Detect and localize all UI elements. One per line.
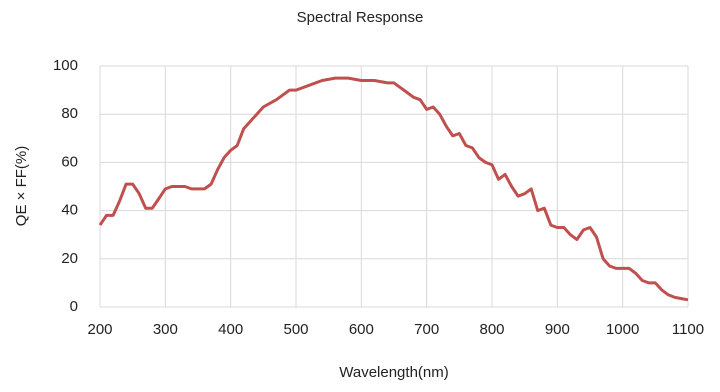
x-axis-label: Wavelength(nm): [339, 364, 448, 381]
x-tick-label: 400: [218, 321, 243, 338]
y-axis-label: QE × FF(%): [13, 146, 30, 226]
x-tick-label: 800: [479, 321, 504, 338]
y-tick-label: 100: [53, 57, 78, 74]
x-tick-label: 1100: [672, 321, 704, 338]
x-tick-label: 500: [283, 321, 308, 338]
chart-title: Spectral Response: [297, 9, 424, 26]
x-tick-label: 600: [349, 321, 374, 338]
x-tick-label: 1000: [606, 321, 639, 338]
data-line: [98, 76, 689, 302]
x-tick-label: 900: [545, 321, 570, 338]
y-tick-label: 0: [70, 298, 78, 315]
x-tick-label: 700: [414, 321, 439, 338]
x-tick-label: 200: [87, 321, 112, 338]
x-tick-label: 300: [153, 321, 178, 338]
y-tick-label: 20: [61, 250, 78, 267]
y-tick-label: 80: [61, 105, 78, 122]
y-tick-label: 40: [61, 202, 78, 219]
y-tick-label: 60: [61, 153, 78, 170]
